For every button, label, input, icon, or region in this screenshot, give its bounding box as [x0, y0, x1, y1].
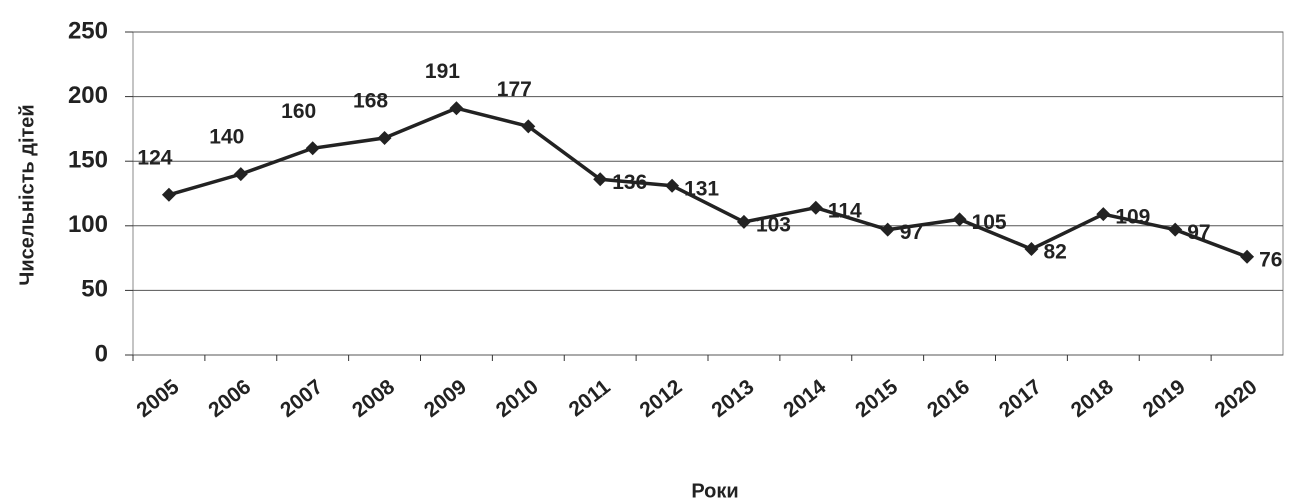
data-label: 168	[353, 89, 388, 112]
x-tick-label: 2005	[132, 375, 183, 422]
x-tick-label: 2018	[1067, 375, 1118, 422]
data-label: 160	[281, 100, 316, 123]
x-tick-label: 2009	[420, 375, 471, 422]
data-point	[305, 141, 320, 156]
data-label: 124	[137, 146, 172, 169]
data-label: 105	[972, 211, 1007, 234]
data-point	[377, 130, 392, 145]
y-tick-label: 150	[68, 147, 108, 174]
x-tick-label: 2020	[1211, 375, 1262, 422]
data-point	[161, 187, 176, 202]
x-tick-label: 2008	[348, 375, 399, 422]
data-label: 177	[497, 78, 532, 101]
x-tick-label: 2017	[995, 375, 1046, 422]
y-tick-label: 250	[68, 17, 108, 44]
data-label: 136	[612, 171, 647, 194]
data-label: 109	[1115, 206, 1150, 229]
y-tick-label: 100	[68, 211, 108, 238]
x-tick-label: 2010	[492, 375, 543, 422]
y-tick-label: 200	[68, 82, 108, 109]
x-tick-label: 2012	[636, 375, 687, 422]
x-tick-label: 2019	[1139, 375, 1190, 422]
data-point	[233, 167, 248, 182]
x-tick-label: 2014	[779, 375, 830, 422]
x-tick-label: 2016	[923, 375, 974, 422]
data-label: 76	[1259, 248, 1282, 271]
y-axis-label: Чисельність дітей	[16, 104, 38, 285]
data-label: 140	[209, 126, 244, 149]
x-axis-label: Роки	[691, 480, 738, 502]
data-label: 82	[1043, 241, 1066, 264]
y-tick-label: 0	[95, 340, 108, 367]
data-label: 103	[756, 213, 791, 236]
data-label: 131	[684, 177, 719, 200]
x-tick-label: 2013	[707, 375, 758, 422]
data-label: 191	[425, 60, 460, 83]
data-point	[521, 119, 536, 134]
x-tick-label: 2015	[851, 375, 902, 422]
data-point	[880, 222, 895, 237]
data-point	[1168, 222, 1183, 237]
data-point	[1024, 242, 1039, 257]
data-line	[168, 106, 1248, 259]
data-point	[808, 200, 823, 215]
data-label: 114	[828, 199, 862, 222]
data-point	[952, 212, 967, 227]
data-point	[736, 214, 751, 229]
data-point	[1240, 249, 1255, 264]
x-tick-label: 2007	[276, 375, 327, 422]
x-tick-label: 2006	[204, 375, 255, 422]
y-tick-label: 50	[81, 276, 108, 303]
data-label: 97	[900, 221, 923, 244]
x-tick-label: 2011	[565, 375, 615, 421]
data-label: 97	[1187, 221, 1210, 244]
data-point	[449, 101, 464, 116]
data-point	[665, 178, 680, 193]
data-point	[593, 172, 608, 187]
data-point	[1096, 207, 1111, 222]
